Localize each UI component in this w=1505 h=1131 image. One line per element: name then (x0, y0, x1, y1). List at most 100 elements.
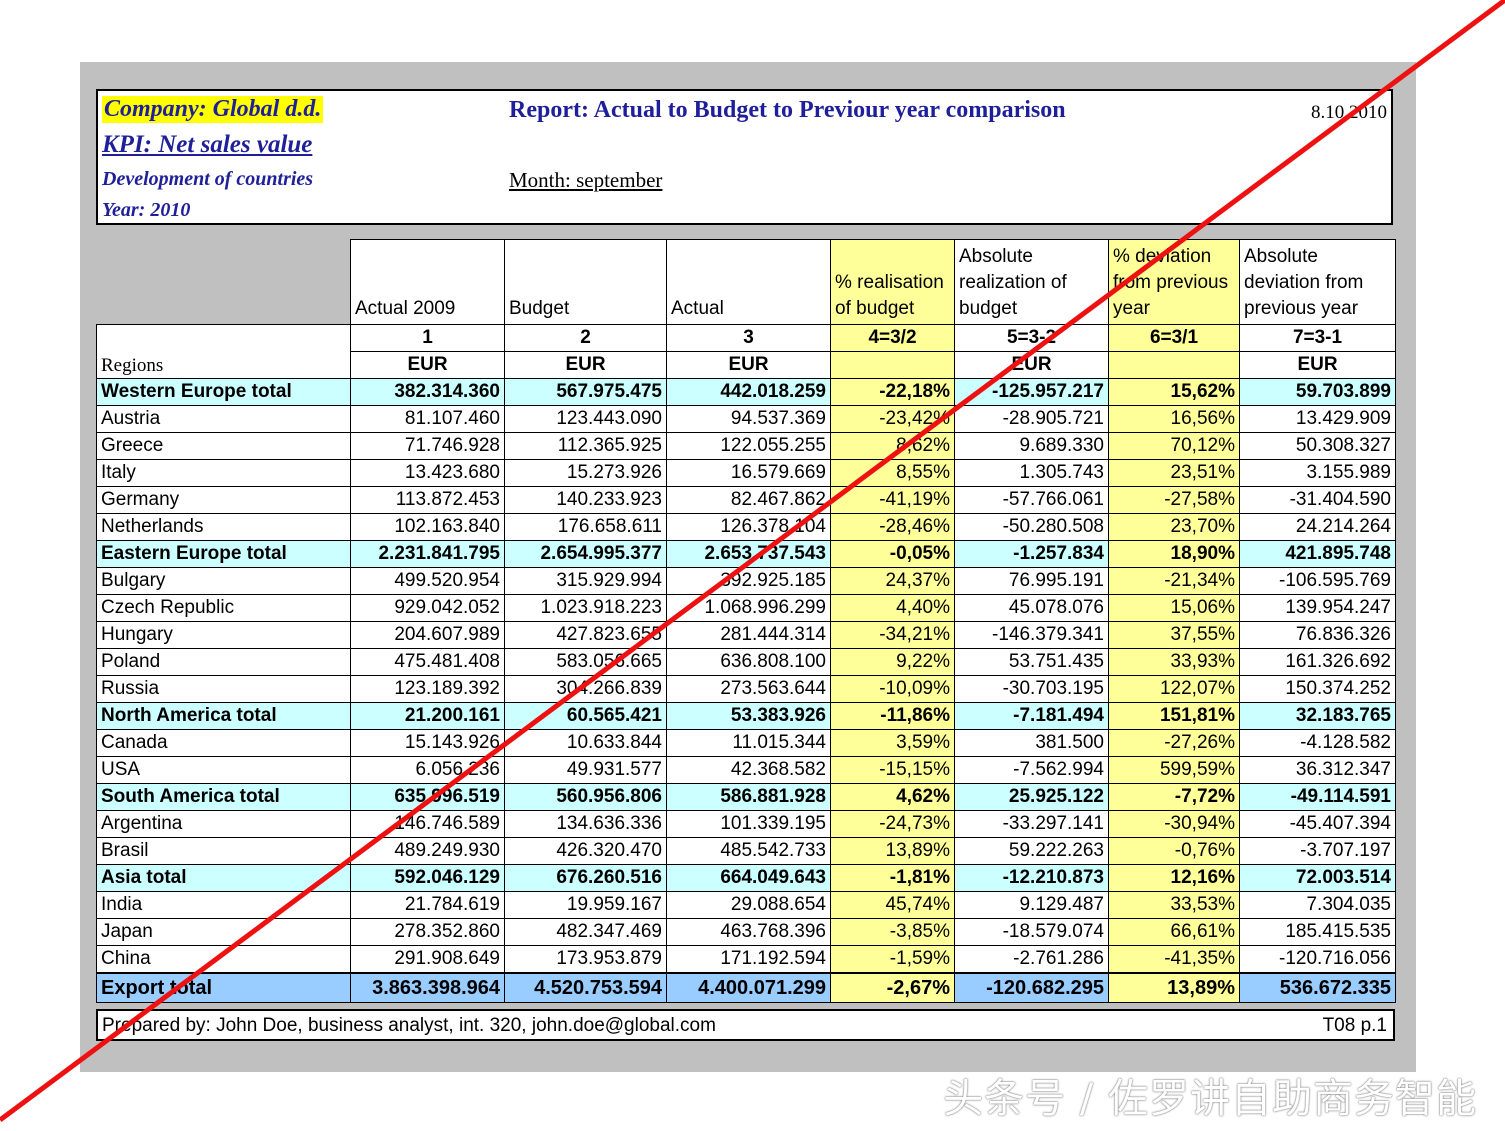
value-cell: -12.210.873 (954, 864, 1109, 892)
column-title: % deviation from previous year (1108, 239, 1240, 325)
column-index: 3 (666, 324, 831, 352)
header-row-titles: Actual 2009 Budget Actual% realisation of … (96, 239, 1396, 325)
value-cell: 463.768.396 (666, 918, 831, 946)
value-cell: 151,81% (1108, 702, 1240, 730)
value-cell: 122,07% (1108, 675, 1240, 703)
value-cell: 10.633.844 (504, 729, 667, 757)
value-cell: -34,21% (830, 621, 955, 649)
value-cell: 70,12% (1108, 432, 1240, 460)
report-footer: Prepared by: John Doe, business analyst,… (96, 1009, 1395, 1041)
value-cell: 304.266.839 (504, 675, 667, 703)
country-row: Germany 113.872.453 140.233.923 82.467.862-… (96, 486, 1396, 514)
kpi-label: KPI: Net sales value (102, 131, 313, 158)
value-cell: 204.607.989 (350, 621, 505, 649)
column-title: Actual 2009 (350, 239, 505, 325)
country-row: Brasil 489.249.930 426.320.470 485.542.733 1… (96, 837, 1396, 865)
value-cell: 3.155.989 (1239, 459, 1396, 487)
value-cell: 8,55% (830, 459, 955, 487)
value-cell: 489.249.930 (350, 837, 505, 865)
value-cell: 94.537.369 (666, 405, 831, 433)
value-cell: -41,35% (1108, 945, 1240, 974)
value-cell: -120.716.056 (1239, 945, 1396, 974)
value-cell: -30,94% (1108, 810, 1240, 838)
value-cell: -41,19% (830, 486, 955, 514)
value-cell: 4,62% (830, 783, 955, 811)
value-cell: 15.143.926 (350, 729, 505, 757)
value-cell: 45.078.076 (954, 594, 1109, 622)
country-row: Poland 475.481.408 583.056.665 636.808.100 9… (96, 648, 1396, 676)
value-cell: 583.056.665 (504, 648, 667, 676)
value-cell: 102.163.840 (350, 513, 505, 541)
value-cell: 42.368.582 (666, 756, 831, 784)
comparison-table: Actual 2009 Budget Actual% realisation of … (96, 239, 1396, 1003)
header-blank-cell (96, 239, 351, 325)
value-cell: -125.957.217 (954, 378, 1109, 406)
value-cell: 499.520.954 (350, 567, 505, 595)
value-cell: 382.314.360 (350, 378, 505, 406)
country-row: Japan 278.352.860 482.347.469 463.768.396 -3… (96, 918, 1396, 946)
value-cell: 381.500 (954, 729, 1109, 757)
value-cell: -24,73% (830, 810, 955, 838)
value-cell: 664.049.643 (666, 864, 831, 892)
country-row: Netherlands 102.163.840 176.658.611 126.378… (96, 513, 1396, 541)
value-cell: -28.905.721 (954, 405, 1109, 433)
value-cell: -50.280.508 (954, 513, 1109, 541)
value-cell: 278.352.860 (350, 918, 505, 946)
value-cell: 1.068.996.299 (666, 594, 831, 622)
country-row: Bulgary 499.520.954 315.929.994 392.925.185… (96, 567, 1396, 595)
country-row: Russia 123.189.392 304.266.839 273.563.644-… (96, 675, 1396, 703)
region-name: Canada (96, 729, 351, 757)
region-name: Western Europe total (96, 378, 351, 406)
value-cell: -11,86% (830, 702, 955, 730)
value-cell: 442.018.259 (666, 378, 831, 406)
value-cell: 122.055.255 (666, 432, 831, 460)
report-title: Report: Actual to Budget to Previour yea… (509, 97, 1066, 123)
region-name: Argentina (96, 810, 351, 838)
value-cell: 676.260.516 (504, 864, 667, 892)
country-row: Greece 71.746.928 112.365.925 122.055.255 8,… (96, 432, 1396, 460)
value-cell: 81.107.460 (350, 405, 505, 433)
column-unit: EUR (954, 351, 1109, 379)
value-cell: -2.761.286 (954, 945, 1109, 974)
region-name: Eastern Europe total (96, 540, 351, 568)
value-cell: 1.023.918.223 (504, 594, 667, 622)
value-cell: -120.682.295 (954, 972, 1109, 1003)
value-cell: 15.273.926 (504, 459, 667, 487)
value-cell: 32.183.765 (1239, 702, 1396, 730)
column-unit: EUR (504, 351, 667, 379)
region-name: Italy (96, 459, 351, 487)
value-cell: 134.636.336 (504, 810, 667, 838)
value-cell: -15,15% (830, 756, 955, 784)
value-cell: -1,59% (830, 945, 955, 974)
value-cell: -7.181.494 (954, 702, 1109, 730)
header-row-index: Regions 1 2 3 4=3/2 5=3-2 6=3/1 7=3-1 (96, 324, 1396, 379)
value-cell: 427.823.655 (504, 621, 667, 649)
value-cell: -18.579.074 (954, 918, 1109, 946)
value-cell: 421.895.748 (1239, 540, 1396, 568)
value-cell: 66,61% (1108, 918, 1240, 946)
value-cell: 37,55% (1108, 621, 1240, 649)
value-cell: 4,40% (830, 594, 955, 622)
value-cell: -49.114.591 (1239, 783, 1396, 811)
value-cell: -2,67% (830, 972, 955, 1003)
company-name: Company: Global d.d. (102, 96, 324, 123)
value-cell: 113.872.453 (350, 486, 505, 514)
value-cell: 636.808.100 (666, 648, 831, 676)
value-cell: -45.407.394 (1239, 810, 1396, 838)
region-name: Brasil (96, 837, 351, 865)
value-cell: 392.925.185 (666, 567, 831, 595)
region-total-row: Western Europe total 382.314.360 567.975.4… (96, 378, 1396, 406)
value-cell: 13.429.909 (1239, 405, 1396, 433)
value-cell: 1.305.743 (954, 459, 1109, 487)
column-unit (1108, 351, 1240, 379)
value-cell: 49.931.577 (504, 756, 667, 784)
value-cell: 21.200.161 (350, 702, 505, 730)
value-cell: 29.088.654 (666, 891, 831, 919)
value-cell: 3.863.398.964 (350, 972, 505, 1003)
value-cell: 60.565.421 (504, 702, 667, 730)
value-cell: 185.415.535 (1239, 918, 1396, 946)
value-cell: 139.954.247 (1239, 594, 1396, 622)
region-name: South America total (96, 783, 351, 811)
comparison-table-area: Actual 2009 Budget Actual% realisation of … (96, 239, 1396, 1003)
value-cell: 13.423.680 (350, 459, 505, 487)
